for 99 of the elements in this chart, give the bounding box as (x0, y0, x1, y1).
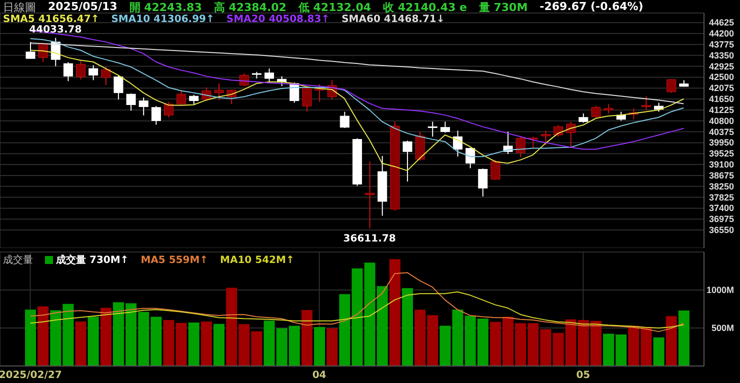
candlestick (164, 101, 174, 118)
chart-title: 日線圖 (3, 0, 36, 14)
annotation: 低 42132.04 (298, 0, 372, 14)
line-series (30, 272, 684, 332)
candlestick (466, 147, 476, 169)
bar (200, 322, 212, 366)
y-tick-label: 500M (711, 323, 734, 333)
chart-title: 成交量 (3, 254, 33, 267)
line-series (30, 291, 684, 328)
y-tick-label: 43350 (708, 50, 734, 60)
bar (402, 288, 413, 366)
bar (88, 316, 99, 366)
bar (653, 337, 664, 366)
text: MA10 542M↑ (220, 254, 294, 267)
candlestick (402, 140, 412, 182)
candlestick (176, 90, 186, 106)
annotation: 量 730M (478, 0, 528, 15)
annotation: 36611.78 (343, 233, 396, 244)
y-tick-label: 36550 (708, 225, 734, 236)
text: SMA5 41656.47↑ (3, 14, 100, 25)
y-tick-label: 36975 (708, 214, 734, 224)
candlestick (340, 111, 350, 129)
y-tick-label: 42500 (708, 72, 734, 82)
candlestick (189, 94, 199, 106)
candlestick (490, 159, 500, 180)
y-tick-label: 44200 (708, 28, 734, 39)
text: SMA10 41306.99↑ (111, 14, 214, 25)
bar (25, 310, 36, 366)
candlestick (264, 68, 274, 82)
candlestick (126, 92, 136, 112)
candlestick (214, 82, 224, 101)
candlestick (302, 86, 312, 112)
y-tick-label: 1000M (706, 285, 734, 295)
candlestick (528, 136, 538, 149)
y-tick-label: 41225 (708, 104, 734, 115)
annotation: 44033.78 (29, 24, 82, 36)
y-tick-label: 39950 (708, 138, 734, 148)
candlestick (88, 64, 98, 81)
y-tick-label: 37825 (708, 192, 734, 202)
bar (176, 322, 187, 366)
legend-label: 成交量 730M↑ (55, 253, 129, 267)
y-tick-label: 43775 (708, 39, 734, 50)
y-tick-label: 37400 (708, 203, 734, 214)
bar (301, 310, 312, 366)
candlestick (101, 66, 111, 86)
candlestick (440, 121, 450, 134)
candlestick (138, 96, 148, 116)
candlestick (666, 78, 676, 94)
bar (314, 327, 326, 366)
annotation: 高 42384.02 (214, 0, 286, 14)
candlestick (578, 112, 588, 124)
y-tick-label: 42925 (708, 61, 734, 72)
bar (100, 308, 112, 366)
bar (163, 320, 174, 366)
y-tick-label: 44625 (708, 18, 734, 28)
x-tick-label: 04 (312, 370, 326, 381)
y-tick-label: 40375 (708, 126, 734, 137)
y-tick-label: 39525 (708, 148, 734, 159)
y-tick-label: 38250 (708, 181, 734, 192)
bar (213, 324, 224, 366)
annotation: -269.67 (-0.64%) (540, 0, 644, 15)
bar (389, 259, 400, 366)
candlestick (365, 161, 375, 229)
y-tick-label: 42075 (708, 83, 734, 94)
candlestick (151, 106, 161, 126)
bar (326, 328, 338, 366)
candlestick (478, 168, 488, 197)
chart-subtitle: 2025/05/13 (48, 0, 118, 14)
bar (666, 316, 677, 366)
candlestick (604, 104, 614, 114)
bar (38, 306, 49, 366)
annotation: 收 42140.43 e (383, 0, 467, 14)
candlestick (239, 73, 249, 87)
candlestick (38, 42, 48, 62)
candlestick (415, 131, 425, 162)
annotation: 開 42243.83 (129, 0, 202, 14)
line-series (30, 42, 684, 104)
candlestick (114, 74, 124, 100)
y-tick-label: 40800 (708, 116, 734, 126)
bar (678, 310, 690, 366)
candlestick (591, 106, 601, 118)
text: SMA20 40508.83↑ (226, 14, 330, 25)
y-tick-label: 38675 (708, 170, 734, 180)
x-tick-label: 05 (576, 370, 590, 381)
candlestick (540, 130, 550, 146)
candlestick (428, 121, 438, 138)
bar (188, 322, 200, 366)
text: MA5 559M↑ (140, 254, 208, 267)
y-tick-label: 39100 (708, 160, 734, 170)
bar (75, 322, 86, 366)
candlestick (641, 96, 651, 111)
candlestick (516, 136, 526, 158)
x-tick-label: 2025/02/27 (0, 370, 62, 381)
text: SMA60 41468.71↓ (342, 14, 445, 25)
candlestick (566, 121, 576, 148)
candlestick (26, 41, 36, 60)
candlestick (63, 62, 73, 82)
candlestick (76, 60, 86, 80)
y-tick-label: 41650 (708, 94, 734, 104)
